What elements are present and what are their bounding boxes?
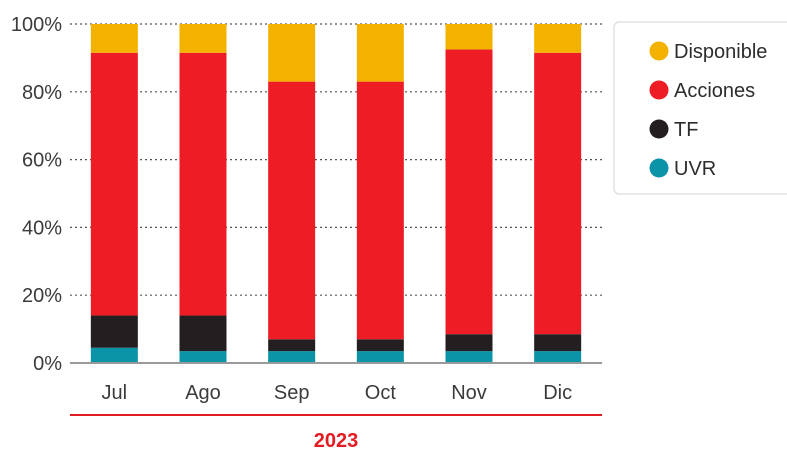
bar-segment-acciones — [445, 49, 493, 335]
x-tick-label: Oct — [365, 382, 397, 404]
x-tick-label: Jul — [102, 382, 128, 404]
bar-segment-tf — [356, 339, 404, 352]
legend-box — [613, 21, 787, 195]
bar-segment-uvr — [356, 351, 404, 363]
legend-label: Disponible — [674, 41, 767, 63]
bar-segment-acciones — [356, 81, 404, 340]
bar-segment-disponible — [445, 24, 493, 50]
bar-segment-acciones — [179, 52, 227, 316]
bar-segment-acciones — [268, 81, 316, 340]
x-axis: Jul Ago Sep Oct Nov Dic — [70, 362, 602, 404]
x-tick-label: Dic — [543, 382, 572, 404]
bar-segment-tf — [445, 334, 493, 352]
y-tick-label: 20% — [22, 285, 62, 307]
bar-segment-tf — [534, 334, 582, 352]
bar-segment-disponible — [268, 24, 316, 82]
legend: Disponible Acciones TF UVR — [613, 21, 787, 195]
bar-segment-disponible — [90, 24, 138, 53]
legend-label: TF — [674, 119, 698, 141]
legend-marker — [649, 158, 669, 178]
legend-label: Acciones — [674, 80, 755, 102]
x-tick-label: Nov — [451, 382, 487, 404]
bar-segment-uvr — [268, 351, 316, 363]
bar-segment-disponible — [179, 24, 227, 53]
y-tick-label: 40% — [22, 217, 62, 239]
bar-segment-tf — [90, 315, 138, 348]
y-tick-label: 0% — [33, 353, 62, 375]
x-tick-label: Ago — [185, 382, 221, 404]
y-tick-label: 80% — [22, 82, 62, 104]
bar-segment-uvr — [90, 347, 138, 363]
bar-segment-uvr — [445, 351, 493, 363]
bar-segment-uvr — [179, 351, 227, 363]
bar-segment-tf — [268, 339, 316, 352]
bar-segment-disponible — [356, 24, 404, 82]
gridlines — [70, 23, 602, 296]
y-tick-label: 100% — [11, 14, 62, 36]
group-label: 2023 — [314, 430, 359, 450]
bar-segment-acciones — [90, 52, 138, 316]
y-axis: 0% 20% 40% 60% 80% 100% — [11, 14, 62, 375]
legend-marker — [649, 80, 669, 100]
y-tick-label: 60% — [22, 150, 62, 172]
bars — [90, 24, 582, 363]
legend-marker — [649, 41, 669, 61]
x-tick-label: Sep — [274, 382, 310, 404]
legend-marker — [649, 119, 669, 139]
bar-segment-acciones — [534, 52, 582, 335]
bar-segment-uvr — [534, 351, 582, 363]
bar-segment-tf — [179, 315, 227, 352]
legend-label: UVR — [674, 158, 716, 180]
bar-segment-disponible — [534, 24, 582, 53]
